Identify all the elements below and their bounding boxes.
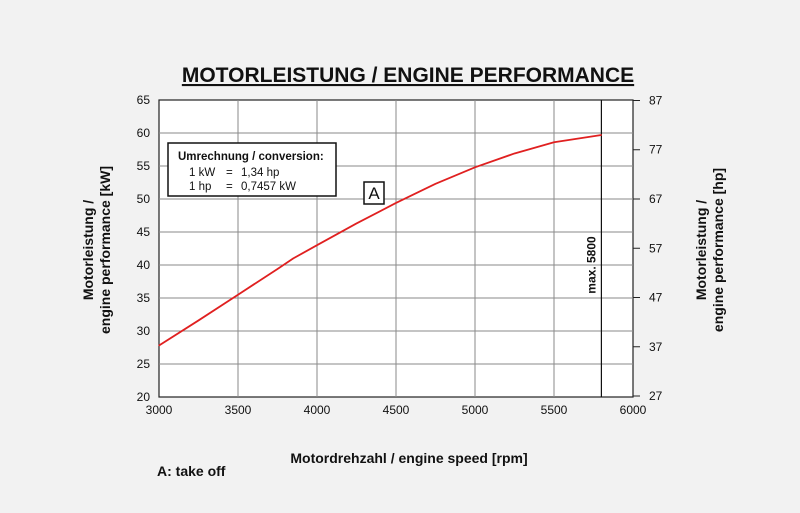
- y-left-tick-label: 20: [137, 390, 151, 404]
- grid-lines: [159, 100, 633, 397]
- x-tick-label: 6000: [620, 403, 647, 417]
- x-tick-label: 3500: [225, 403, 252, 417]
- footnote: A: take off: [157, 463, 226, 479]
- y-left-tick-label: 25: [137, 357, 151, 371]
- y-left-tick-label: 30: [137, 324, 151, 338]
- series-point-a: [316, 244, 318, 246]
- x-tick-label: 4000: [304, 403, 331, 417]
- y-right-tick-label: 47: [649, 291, 663, 305]
- x-tick-label: 5000: [462, 403, 489, 417]
- conversion-line-2-right: 0,7457 kW: [241, 181, 296, 193]
- series-point-a: [355, 222, 358, 225]
- series-point-a: [395, 202, 397, 204]
- y-right-tick-label: 27: [649, 389, 663, 403]
- series-layer: [158, 134, 603, 347]
- y-left-tick-label: 50: [137, 192, 151, 206]
- series-label-a-box: [363, 181, 385, 205]
- series-point-a: [600, 134, 603, 136]
- max-rpm-label: max. 5800: [584, 236, 598, 294]
- y-left-tick-label: 65: [137, 93, 151, 107]
- conversion-box-frame: [167, 142, 337, 197]
- series-point-a: [292, 257, 294, 259]
- series-point-a: [474, 166, 476, 168]
- series-point-a: [197, 319, 200, 322]
- y-right-tick-label: 37: [649, 340, 663, 354]
- x-axis-label: Motordrehzahl / engine speed [rpm]: [290, 450, 527, 466]
- conversion-line-1-right: 1,34 hp: [241, 167, 279, 179]
- conversion-line-1-left: 1 kW: [189, 167, 215, 179]
- series-point-a: [158, 344, 160, 347]
- conversion-line-2-left: 1 hp: [189, 181, 211, 193]
- series-point-a: [237, 294, 239, 296]
- axis-ticks: 3000 3500 4000 4500 5000 5500 6000 20 25 30 35 40 45…: [137, 93, 663, 417]
- conversion-box: Umrechnung / conversion: 1 kW = 1,34 hp …: [167, 142, 337, 197]
- y-left-tick-label: 55: [137, 159, 151, 173]
- y-axis-left-label: Motorleistung / engine performance [kW]: [80, 166, 113, 334]
- chart-title: MOTORLEISTUNG / ENGINE PERFORMANCE: [182, 64, 634, 87]
- y-right-tick-label: 87: [649, 93, 663, 107]
- y-left-tick-label: 35: [137, 291, 151, 305]
- y-axis-left-label-line-2: engine performance [kW]: [97, 166, 113, 334]
- y-left-tick-label: 60: [137, 126, 151, 140]
- conversion-line-2-eq: =: [226, 181, 233, 193]
- y-right-tick-label: 67: [649, 192, 663, 206]
- series-label-a: A: [363, 181, 385, 205]
- conversion-title: Umrechnung / conversion:: [178, 151, 324, 163]
- series-label-a-text: A: [368, 184, 380, 203]
- x-tick-label: 5500: [541, 403, 568, 417]
- conversion-line-1-eq: =: [226, 167, 233, 179]
- series-point-a: [553, 141, 555, 143]
- y-right-tick-label: 77: [649, 143, 663, 157]
- x-tick-label: 4500: [383, 403, 410, 417]
- y-axis-right-label-line-1: Motorleistung /: [693, 200, 709, 300]
- series-point-a: [276, 268, 279, 270]
- y-axis-right-label-line-2: engine performance [hp]: [710, 168, 726, 332]
- y-axis-left-label-line-1: Motorleistung /: [80, 200, 96, 300]
- x-tick-label: 3000: [146, 403, 173, 417]
- series-point-a: [434, 183, 437, 185]
- y-right-tick-label: 57: [649, 241, 663, 255]
- y-left-tick-label: 40: [137, 258, 151, 272]
- y-axis-right-label: Motorleistung / engine performance [hp]: [693, 168, 726, 332]
- series-point-a: [513, 152, 516, 155]
- y-left-tick-label: 45: [137, 225, 151, 239]
